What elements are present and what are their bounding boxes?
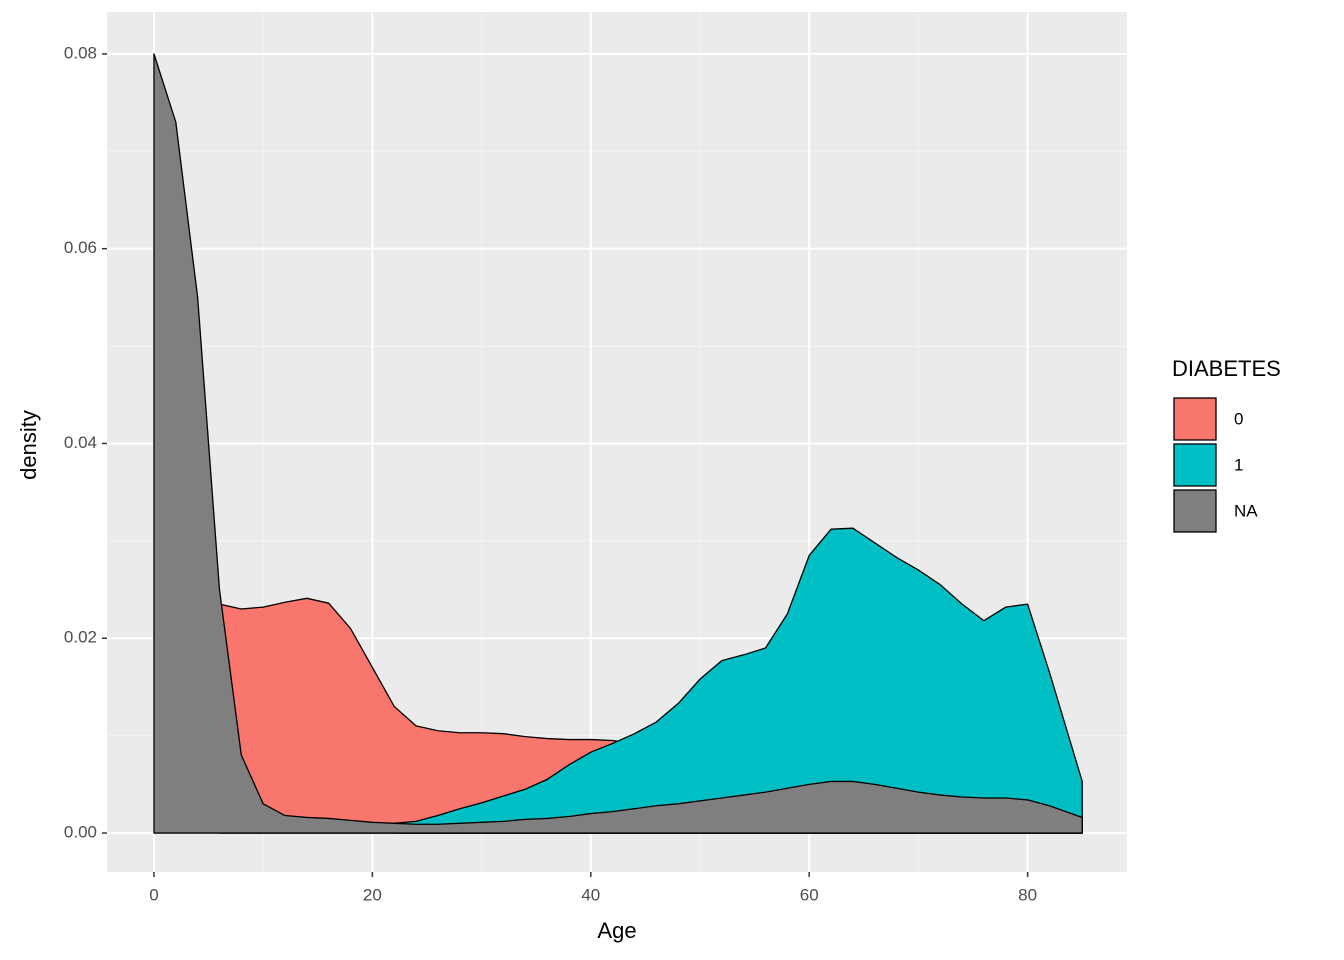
legend-label: 0 bbox=[1234, 409, 1243, 428]
y-tick-label: 0.06 bbox=[64, 238, 97, 257]
x-tick-label: 80 bbox=[1018, 885, 1037, 904]
legend-title: DIABETES bbox=[1172, 356, 1281, 381]
x-axis-title: Age bbox=[597, 918, 636, 943]
legend-key bbox=[1173, 397, 1217, 441]
legend-label: NA bbox=[1234, 501, 1258, 520]
legend-label: 1 bbox=[1234, 455, 1243, 474]
x-tick-label: 20 bbox=[363, 885, 382, 904]
y-tick-label: 0.00 bbox=[64, 823, 97, 842]
x-tick-label: 0 bbox=[149, 885, 158, 904]
density-area bbox=[393, 527, 1083, 834]
legend-key bbox=[1173, 489, 1217, 533]
y-tick-label: 0.02 bbox=[64, 628, 97, 647]
x-tick-label: 40 bbox=[581, 885, 600, 904]
x-tick-label: 60 bbox=[800, 885, 819, 904]
density-area bbox=[153, 53, 1083, 834]
y-tick-label: 0.08 bbox=[64, 43, 97, 62]
y-tick-label: 0.04 bbox=[64, 433, 97, 452]
legend-key bbox=[1173, 443, 1217, 487]
y-axis-title: density bbox=[16, 410, 41, 480]
